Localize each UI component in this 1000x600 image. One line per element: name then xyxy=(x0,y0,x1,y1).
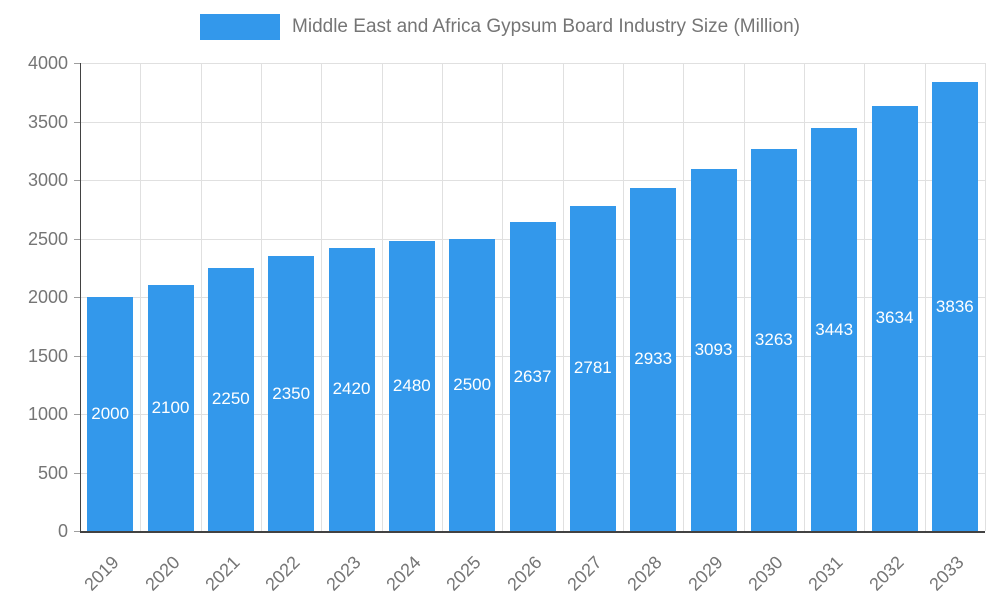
bar-2021[interactable] xyxy=(207,267,254,531)
y-axis-tick xyxy=(74,238,80,240)
y-axis-tick xyxy=(74,297,80,298)
x-axis-label: 2031 xyxy=(804,552,847,595)
y-axis-tick xyxy=(74,531,80,532)
x-gridline xyxy=(562,63,564,531)
y-axis-label: 2000 xyxy=(27,287,68,307)
y-axis-tick xyxy=(74,121,80,123)
y-gridline xyxy=(80,180,985,181)
x-gridline xyxy=(140,63,142,531)
x-gridline xyxy=(442,63,443,531)
x-gridline xyxy=(381,63,383,531)
bar-2023[interactable] xyxy=(328,247,375,531)
x-axis-label: 2022 xyxy=(261,552,304,595)
legend-swatch xyxy=(200,14,281,40)
bar-2033[interactable] xyxy=(931,82,978,531)
bar-2022[interactable] xyxy=(268,256,315,531)
x-axis-line xyxy=(80,531,985,533)
x-axis-label: 2020 xyxy=(140,552,184,595)
x-axis-label: 2029 xyxy=(683,552,727,595)
y-axis-tick xyxy=(74,180,80,181)
x-axis-label: 2019 xyxy=(80,552,123,595)
y-axis-label: 1500 xyxy=(27,345,68,366)
x-gridline xyxy=(683,63,685,531)
bar-2019[interactable] xyxy=(87,297,134,531)
y-axis-tick xyxy=(74,414,80,415)
x-gridline xyxy=(743,63,745,531)
bar-2024[interactable] xyxy=(388,240,435,531)
x-axis-label: 2027 xyxy=(563,552,606,595)
x-gridline xyxy=(200,63,202,531)
x-gridline xyxy=(864,63,866,531)
x-axis-label: 2025 xyxy=(442,552,485,595)
x-axis-label: 2026 xyxy=(502,552,546,595)
bar-2028[interactable] xyxy=(630,187,677,531)
y-axis-tick xyxy=(74,63,80,64)
x-axis-label: 2032 xyxy=(864,552,908,595)
bar-2026[interactable] xyxy=(509,222,556,531)
x-gridline xyxy=(804,63,805,531)
y-axis-label: 3500 xyxy=(27,111,68,132)
x-axis-label: 2024 xyxy=(382,552,425,595)
bar-2025[interactable] xyxy=(449,238,496,531)
y-axis-label: 500 xyxy=(37,462,68,483)
y-axis-label: 3000 xyxy=(27,170,68,190)
x-gridline xyxy=(623,63,624,531)
x-gridline xyxy=(924,63,926,531)
bar-2027[interactable] xyxy=(569,205,616,531)
bar-2032[interactable] xyxy=(871,105,918,531)
y-gridline xyxy=(80,63,985,64)
x-axis-label: 2021 xyxy=(201,552,244,595)
bar-2030[interactable] xyxy=(750,149,797,531)
x-axis-label: 2028 xyxy=(623,552,666,595)
bar-2031[interactable] xyxy=(811,128,858,531)
y-axis-tick xyxy=(74,355,80,357)
x-gridline xyxy=(985,63,986,531)
y-axis-label: 0 xyxy=(57,521,68,541)
chart-title: Middle East and Africa Gypsum Board Indu… xyxy=(292,16,800,37)
y-axis-label: 2500 xyxy=(27,228,68,249)
x-axis-label: 2030 xyxy=(744,552,787,595)
y-gridline xyxy=(80,121,985,123)
x-axis-label: 2023 xyxy=(321,552,365,595)
x-gridline xyxy=(261,63,262,531)
y-axis-label: 1000 xyxy=(27,404,68,424)
x-gridline xyxy=(321,63,323,531)
bar-2029[interactable] xyxy=(690,169,737,531)
y-axis-label: 4000 xyxy=(27,53,68,73)
chart-legend: Middle East and Africa Gypsum Board Indu… xyxy=(0,14,1000,40)
y-axis-line xyxy=(80,63,81,533)
y-axis-tick xyxy=(74,472,80,474)
x-gridline xyxy=(502,63,504,531)
x-axis-label: 2033 xyxy=(925,552,968,595)
bar-2020[interactable] xyxy=(147,285,194,531)
